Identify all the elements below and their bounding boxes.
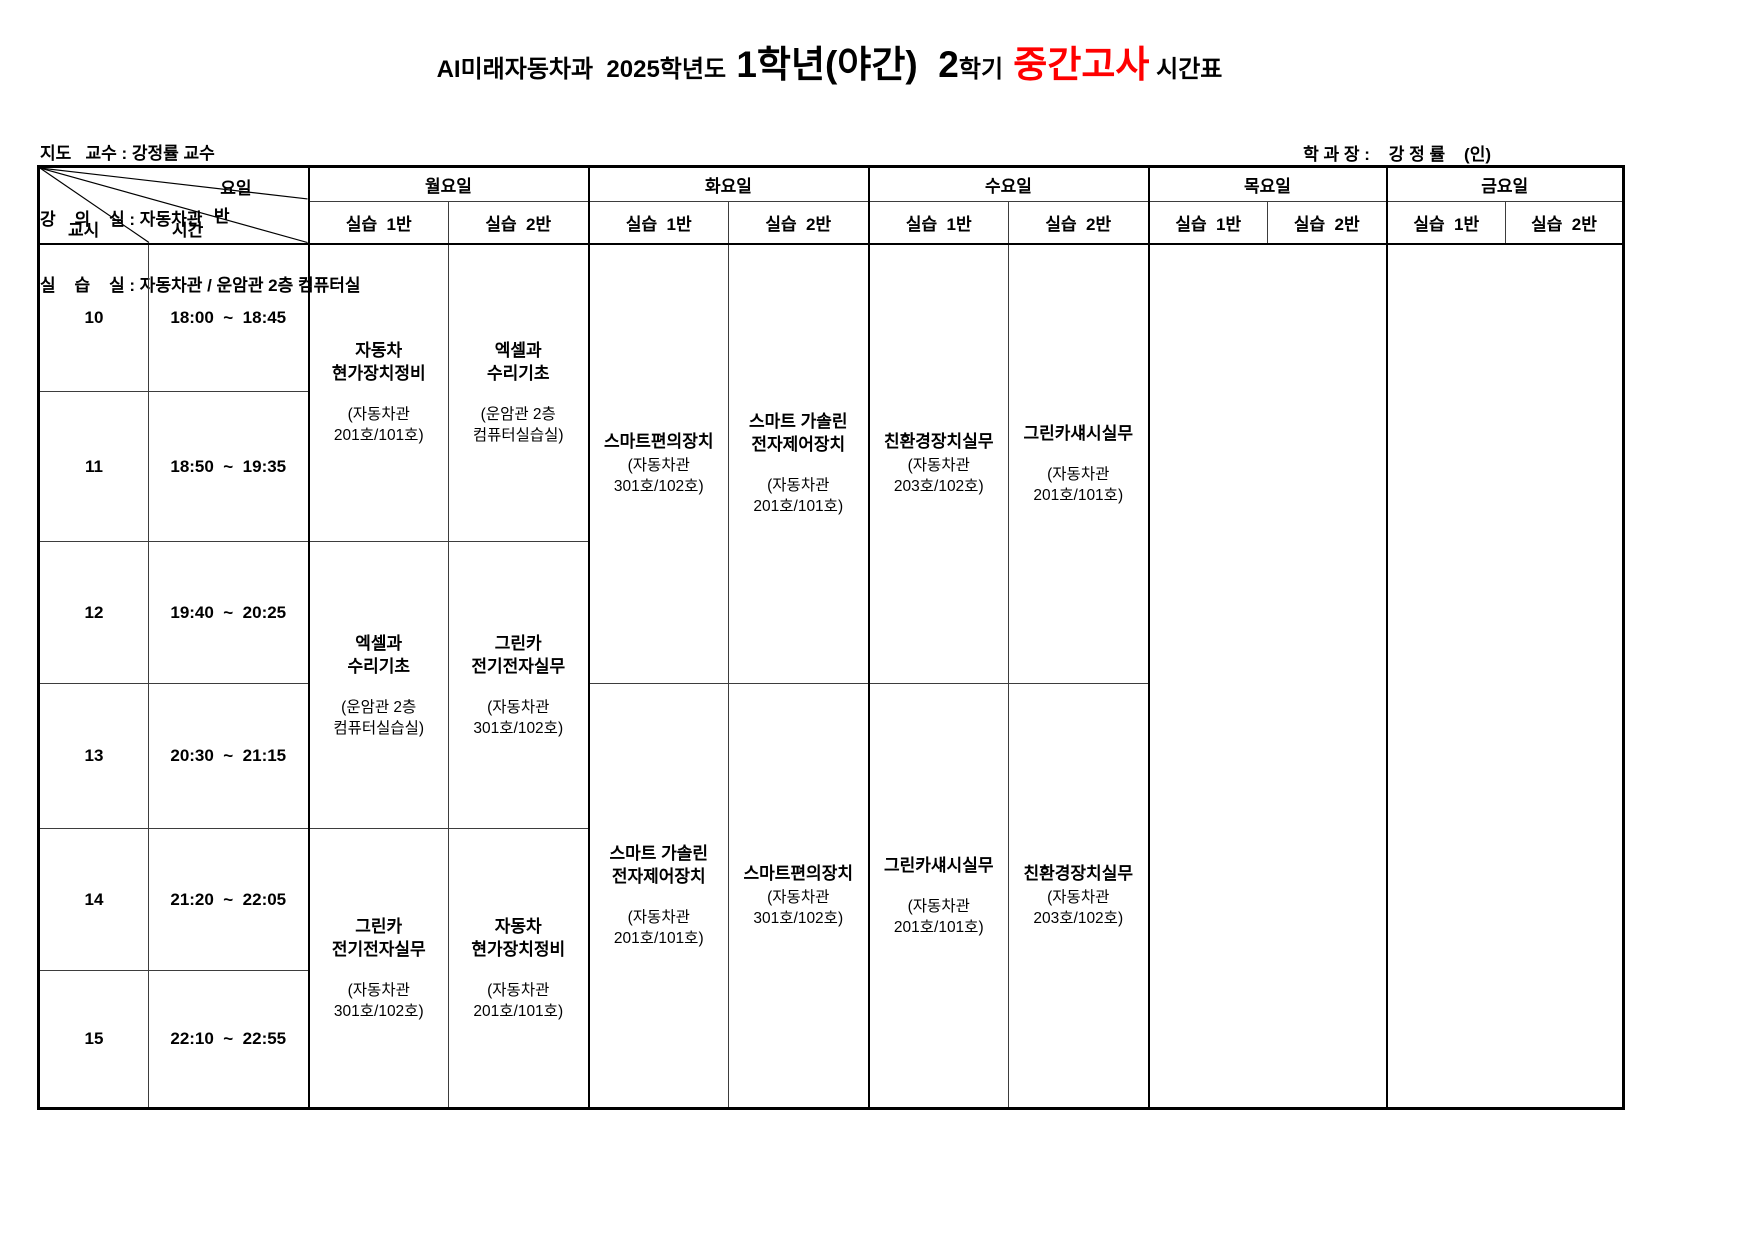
schedule-cell-tue2-p10: 스마트 가솔린 전자제어장치 (자동차관 201호/101호) <box>728 243 869 684</box>
corner-period-label: 교시 <box>68 220 100 240</box>
class-header-wed-1: 실습 1반 <box>867 201 1009 245</box>
class-header-tue-2: 실습 2반 <box>728 201 869 245</box>
schedule-cell-mon1-p14: 그린카 전기전자실무 (자동차관 301호/102호) <box>307 828 449 1109</box>
room-label: (자동차관 203호/102호) <box>893 457 984 496</box>
subject-label: 자동차 현가장치정비 <box>331 341 426 384</box>
period-cell-12: 12 <box>38 541 149 684</box>
subject-label: 자동차 현가장치정비 <box>471 916 566 959</box>
room-label: (자동차관 301호/102호) <box>333 981 424 1020</box>
day-header-tuesday: 화요일 <box>587 165 870 202</box>
schedule-cell-tue1-p13: 스마트 가솔린 전자제어장치 (자동차관 201호/101호) <box>587 683 729 1109</box>
day-header-thursday: 목요일 <box>1147 165 1388 202</box>
title-timetable-suffix: 시간표 <box>1149 56 1223 83</box>
class-header-thu-2: 실습 2반 <box>1267 201 1387 245</box>
schedule-cell-fri-empty <box>1385 243 1624 1109</box>
subject-label: 엑셀과 수리기초 <box>486 341 550 384</box>
subject-label: 엑셀과 수리기초 <box>347 633 411 676</box>
time-cell-13: 20:30 ~ 21:15 <box>148 683 309 829</box>
subject-label: 스마트편의장치 <box>604 432 714 452</box>
title-semester-suffix: 학기 <box>958 56 1004 83</box>
schedule-cell-thu-empty <box>1147 243 1387 1109</box>
room-label: (자동차관 301호/102호) <box>753 889 844 927</box>
subject-label: 그린카섀시실무 <box>884 855 994 875</box>
period-cell-15: 15 <box>38 970 149 1109</box>
advisor-line: 지도 교수 : 강정률 교수 <box>40 144 215 163</box>
subject-label: 그린카 전기전자실무 <box>331 916 426 959</box>
room-label: (자동차관 301호/102호) <box>613 457 704 496</box>
subject-label: 그린카 전기전자실무 <box>471 633 566 676</box>
time-cell-14: 21:20 ~ 22:05 <box>148 828 309 971</box>
corner-header-cell: 요일 반 교시 시간 <box>38 166 310 245</box>
class-header-tue-1: 실습 1반 <box>587 201 729 245</box>
period-cell-13: 13 <box>38 683 149 829</box>
period-cell-10: 10 <box>38 243 149 392</box>
day-header-wednesday: 수요일 <box>867 165 1150 202</box>
schedule-cell-tue1-p10: 스마트편의장치 (자동차관 301호/102호) <box>587 243 729 684</box>
room-label: (자동차관 201호/101호) <box>473 981 564 1020</box>
room-label: (자동차관 201호/101호) <box>1033 465 1124 504</box>
class-header-wed-2: 실습 2반 <box>1008 201 1149 245</box>
corner-time-label: 시간 <box>172 220 204 240</box>
time-cell-12: 19:40 ~ 20:25 <box>148 541 309 684</box>
subject-label: 스마트편의장치 <box>743 864 853 883</box>
schedule-cell-mon1-p10: 자동차 현가장치정비 (자동차관 201호/101호) <box>307 243 449 542</box>
title-exam-name: 중간고사 <box>1003 44 1150 85</box>
schedule-cell-mon2-p14: 자동차 현가장치정비 (자동차관 201호/101호) <box>448 828 589 1109</box>
day-header-monday: 월요일 <box>307 165 590 202</box>
room-label: (자동차관 201호/101호) <box>333 406 424 445</box>
title-semester-num: 2 <box>928 44 959 85</box>
time-cell-10: 18:00 ~ 18:45 <box>148 243 309 392</box>
class-header-mon-2: 실습 2반 <box>448 201 589 245</box>
time-cell-11: 18:50 ~ 19:35 <box>148 391 309 542</box>
schedule-cell-mon2-p12: 그린카 전기전자실무 (자동차관 301호/102호) <box>448 541 589 829</box>
schedule-cell-tue2-p13: 스마트편의장치 (자동차관 301호/102호) <box>728 683 869 1109</box>
class-header-thu-1: 실습 1반 <box>1147 201 1268 245</box>
title-grade: 1학년(야간) <box>726 44 928 85</box>
room-label: (운암관 2층 컴퓨터실습실) <box>472 406 564 445</box>
room-label: (자동차관 201호/101호) <box>753 477 844 516</box>
subject-label: 스마트 가솔린 전자제어장치 <box>609 844 709 886</box>
schedule-cell-wed2-p10: 그린카섀시실무 (자동차관 201호/101호) <box>1008 243 1149 684</box>
corner-class-label: 반 <box>213 207 230 226</box>
subject-label: 스마트 가솔린 전자제어장치 <box>748 412 848 455</box>
room-label: (운암관 2층 컴퓨터실습실) <box>333 698 425 737</box>
room-label: (자동차관 201호/101호) <box>893 897 984 936</box>
title-dept-year: AI미래자동차과 2025학년도 <box>436 56 727 83</box>
period-cell-14: 14 <box>38 828 149 971</box>
subject-label: 친환경장치실무 <box>1023 864 1133 883</box>
diagonal-lines <box>40 168 307 242</box>
dept-head-signature: 학 과 장 : 강 정 률 (인) <box>1303 145 1491 164</box>
subject-label: 친환경장치실무 <box>884 432 994 452</box>
schedule-cell-mon1-p12: 엑셀과 수리기초 (운암관 2층 컴퓨터실습실) <box>307 541 449 829</box>
corner-day-label: 요일 <box>220 179 252 198</box>
schedule-cell-wed1-p10: 친환경장치실무 (자동차관 203호/102호) <box>867 243 1009 684</box>
schedule-cell-wed2-p13: 친환경장치실무 (자동차관 203호/102호) <box>1008 683 1149 1109</box>
period-cell-11: 11 <box>38 391 149 542</box>
subject-label: 그린카섀시실무 <box>1023 423 1133 443</box>
time-cell-15: 22:10 ~ 22:55 <box>148 970 309 1109</box>
page-title: AI미래자동차과 2025학년도 1학년(야간) 2학기 중간고사 시간표 <box>37 34 1622 88</box>
class-header-fri-2: 실습 2반 <box>1505 201 1624 245</box>
timetable: 요일 반 교시 시간 월요일 화요일 수요일 목요일 금요일 실습 1반 실습 … <box>37 165 1625 1110</box>
room-label: (자동차관 301호/102호) <box>473 698 564 737</box>
class-header-fri-1: 실습 1반 <box>1385 201 1506 245</box>
schedule-cell-wed1-p13: 그린카섀시실무 (자동차관 201호/101호) <box>867 683 1009 1109</box>
room-label: (자동차관 203호/102호) <box>1033 889 1124 927</box>
schedule-cell-mon2-p10: 엑셀과 수리기초 (운암관 2층 컴퓨터실습실) <box>448 243 589 542</box>
room-label: (자동차관 201호/101호) <box>613 909 704 947</box>
class-header-mon-1: 실습 1반 <box>307 201 449 245</box>
day-header-friday: 금요일 <box>1385 165 1625 202</box>
